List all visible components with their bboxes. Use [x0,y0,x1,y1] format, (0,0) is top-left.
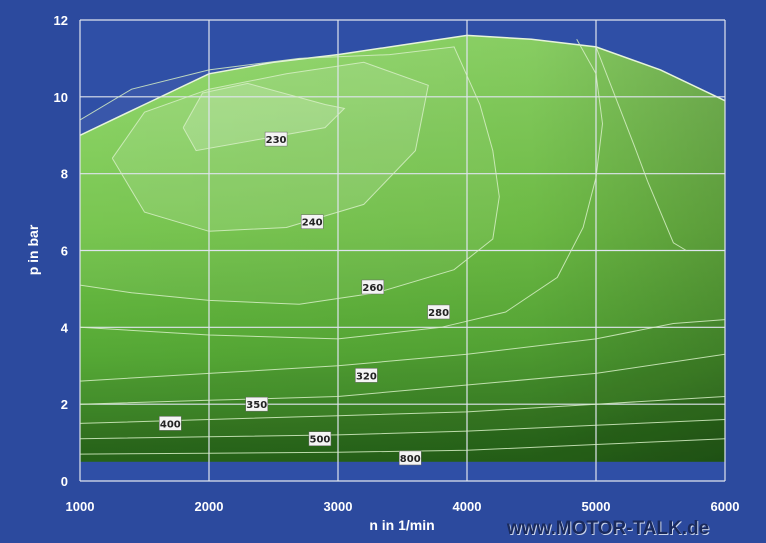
region-shade [80,35,725,462]
contour-label-280: 280 [427,304,450,320]
operating-region [80,34,725,462]
x-tick-label: 2000 [195,499,224,514]
contour-label-text: 350 [246,400,267,411]
contour-label-text: 320 [356,371,377,382]
x-tick-label: 6000 [711,499,740,514]
full-load-curve [80,34,725,136]
x-tick-label: 5000 [582,499,611,514]
contour-label-500: 500 [308,431,332,446]
contour-240 [111,61,429,232]
x-tick-label: 1000 [66,499,95,514]
contour-label-text: 260 [362,283,383,294]
contour-label-box [398,450,422,466]
y-tick-label: 2 [61,397,68,412]
contour-label-240: 240 [300,214,324,229]
band-240 [112,62,429,232]
contour-label-box [264,131,288,147]
band-230 [183,83,345,151]
contour-230 [182,82,346,152]
watermark-highlight: www.MOTOR-TALK.de [507,519,710,540]
contour-label-230: 230 [264,131,288,147]
contour-label-text: 230 [266,135,287,146]
contour-label-260: 260 [361,279,385,295]
contour-label-box [355,368,378,383]
x-axis-title: n in 1/min [369,517,434,533]
contour-280 [80,38,604,340]
contour-label-text: 280 [428,308,449,319]
contour-label-text: 240 [302,218,323,229]
contour-400 [80,396,725,424]
contour-label-box [159,416,182,431]
contour-label-text: 800 [400,454,421,465]
contour-label-box [245,396,268,412]
contour-label-800: 800 [398,450,422,466]
y-tick-label: 10 [54,90,68,105]
contour-label-350: 350 [245,396,268,412]
contour-500 [80,419,725,440]
y-tick-label: 12 [54,13,68,28]
contour-lines [80,38,725,455]
y-tick-label: 6 [61,244,68,259]
y-tick-label: 4 [61,320,69,335]
x-tick-label: 3000 [324,499,353,514]
contour-320 [80,319,725,382]
contour-260 [80,46,500,305]
band-350 [80,354,725,462]
efficiency-bands [80,46,725,462]
contour-label-box [361,279,385,295]
y-tick-label: 0 [61,474,68,489]
y-tick-label: 8 [61,167,68,182]
axis-ticks: 1000 2000 3000 4000 5000 6000 0 2 4 6 8 10 12 [54,13,740,514]
band-260 [80,46,500,305]
y-axis-title: p in bar [25,224,41,275]
contour-label-400: 400 [159,416,182,431]
x-tick-label: 4000 [453,499,482,514]
contour-label-320: 320 [355,368,378,383]
contour-label-text: 500 [310,435,331,446]
contour-350 [80,353,725,405]
contour-label-box [300,214,324,229]
contour-labels: 230 240 260 280 320 350 400 500 800 [159,131,450,466]
contour-300 [595,46,687,251]
contour-label-box [308,431,332,446]
band-500 [80,419,725,462]
contour-label-box [427,304,450,320]
contour-label-text: 400 [160,419,181,430]
watermark: www.MOTOR-TALK.de [506,518,709,539]
